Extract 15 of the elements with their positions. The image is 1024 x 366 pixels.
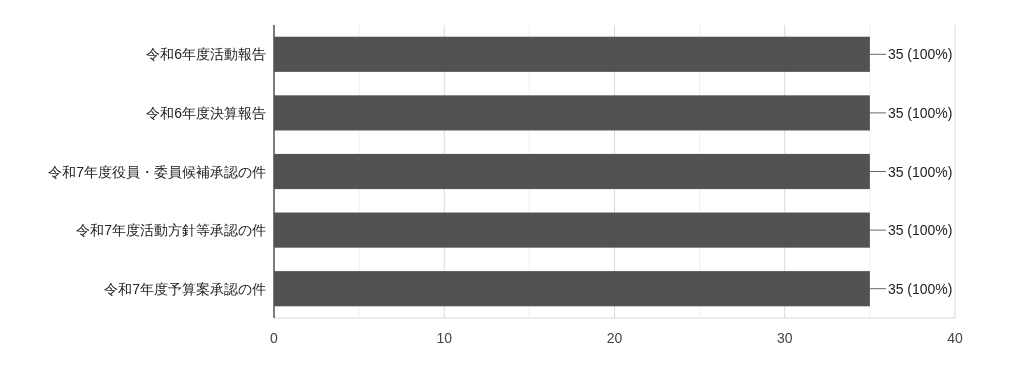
data-label: 35 (100%) — [887, 280, 953, 297]
y-tick-label: 令和7年度予算案承認の件 — [104, 280, 266, 297]
y-tick-label: 令和7年度活動方針等承認の件 — [76, 222, 266, 239]
y-tick-label: 令和6年度活動報告 — [146, 46, 266, 63]
data-label: 35 (100%) — [887, 163, 953, 180]
x-tick-label: 30 — [776, 330, 793, 346]
x-tick-label: 10 — [436, 330, 453, 346]
y-tick-label: 令和6年度決算報告 — [146, 104, 266, 121]
data-label: 35 (100%) — [887, 46, 953, 63]
x-tick-label: 20 — [606, 330, 623, 346]
x-tick-label: 40 — [947, 330, 963, 346]
x-tick-label: 0 — [270, 330, 279, 346]
y-tick-label: 令和7年度役員・委員候補承認の件 — [48, 163, 266, 180]
data-label: 35 (100%) — [887, 222, 953, 239]
data-label: 35 (100%) — [887, 104, 953, 121]
